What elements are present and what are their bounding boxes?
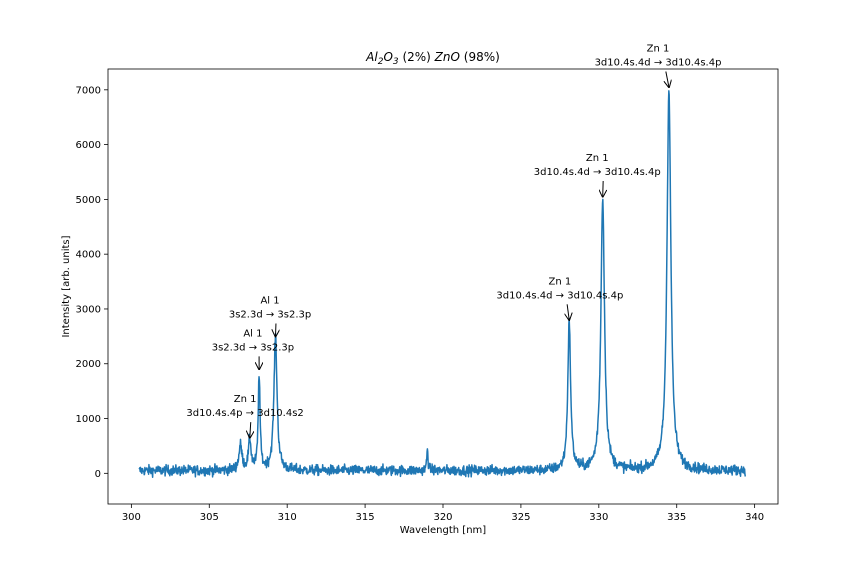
annotation-species: Zn 1 bbox=[586, 153, 609, 164]
y-axis: 0 1000 2000 3000 4000 5000 6000 7000 bbox=[76, 85, 108, 480]
title-part: O bbox=[383, 50, 392, 64]
title-part: ZnO bbox=[434, 50, 460, 64]
chart-title: Al2O3 (2%) ZnO (98%) bbox=[365, 50, 500, 67]
annotation-arrow bbox=[250, 422, 251, 438]
annotation-species: Zn 1 bbox=[234, 394, 257, 405]
annotations: Zn 1 3d10.4s.4p → 3d10.4s2 Al 1 3s2.3d → 3s… bbox=[186, 43, 721, 437]
annotation-transition: 3d10.4s.4d → 3d10.4s.4p bbox=[534, 167, 661, 178]
x-tick-label: 320 bbox=[433, 512, 452, 523]
y-axis-label: Intensity [arb. units] bbox=[61, 235, 72, 337]
x-axis: 300 305 310 315 320 325 330 335 340 bbox=[122, 504, 764, 523]
x-tick-label: 325 bbox=[511, 512, 530, 523]
x-tick-label: 330 bbox=[589, 512, 608, 523]
annotation-transition: 3s2.3d → 3s2.3p bbox=[212, 342, 294, 353]
annotation-species: Zn 1 bbox=[548, 276, 571, 287]
y-tick-label: 0 bbox=[95, 469, 101, 480]
y-tick-label: 3000 bbox=[76, 304, 101, 315]
title-part: (98%) bbox=[460, 50, 500, 64]
y-tick-label: 4000 bbox=[76, 250, 101, 261]
x-tick-label: 335 bbox=[667, 512, 686, 523]
x-axis-label: Wavelength [nm] bbox=[400, 525, 486, 536]
annotation-transition: 3s2.3d → 3s2.3p bbox=[229, 309, 311, 320]
annotation-species: Al 1 bbox=[243, 328, 262, 339]
plot-area bbox=[138, 90, 747, 479]
x-tick-label: 305 bbox=[200, 512, 219, 523]
y-tick-label: 7000 bbox=[76, 85, 101, 96]
y-tick-label: 5000 bbox=[76, 195, 101, 206]
annotation-species: Zn 1 bbox=[647, 43, 670, 54]
x-tick-label: 310 bbox=[278, 512, 297, 523]
title-part: Al bbox=[365, 50, 378, 64]
title-part: 2 bbox=[378, 57, 384, 67]
annotation-arrow bbox=[666, 71, 669, 87]
annotation-transition: 3d10.4s.4d → 3d10.4s.4p bbox=[496, 290, 623, 301]
y-tick-label: 2000 bbox=[76, 359, 101, 370]
annotation-species: Al 1 bbox=[260, 295, 279, 306]
title-part: (2%) bbox=[399, 50, 435, 64]
title-part: 3 bbox=[393, 57, 399, 67]
annotation-transition: 3d10.4s.4d → 3d10.4s.4p bbox=[595, 57, 722, 68]
y-tick-label: 1000 bbox=[76, 414, 101, 425]
x-tick-label: 300 bbox=[122, 512, 141, 523]
spectrum-series-line bbox=[138, 90, 747, 479]
y-tick-label: 6000 bbox=[76, 140, 101, 151]
annotation-transition: 3d10.4s.4p → 3d10.4s2 bbox=[186, 408, 303, 419]
annotation-arrow bbox=[567, 304, 569, 320]
x-tick-label: 340 bbox=[745, 512, 764, 523]
x-tick-label: 315 bbox=[356, 512, 375, 523]
